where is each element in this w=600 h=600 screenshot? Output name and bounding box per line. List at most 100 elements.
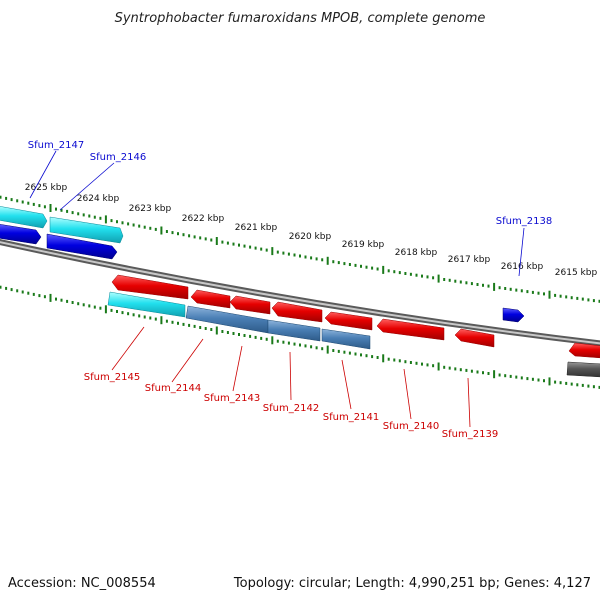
- gene-red-rev-7[interactable]: [454, 328, 495, 348]
- minor-tick: [398, 271, 401, 275]
- minor-tick: [16, 289, 19, 293]
- minor-tick: [443, 365, 446, 369]
- minor-tick: [559, 381, 562, 385]
- minor-tick: [348, 263, 351, 266]
- minor-tick: [310, 256, 313, 260]
- minor-tick: [143, 225, 146, 229]
- minor-tick: [376, 267, 379, 271]
- minor-tick: [398, 359, 401, 363]
- minor-tick: [520, 376, 523, 380]
- minor-tick: [138, 224, 141, 228]
- gene-label-sfum-2141[interactable]: Sfum_2141: [323, 412, 379, 423]
- minor-tick: [432, 364, 435, 368]
- minor-tick: [565, 381, 568, 385]
- minor-tick: [165, 319, 168, 323]
- minor-tick: [177, 321, 179, 325]
- minor-tick: [559, 294, 562, 298]
- gene-label-sfum-2138[interactable]: Sfum_2138: [496, 216, 552, 227]
- minor-tick: [454, 279, 457, 283]
- minor-tick: [343, 350, 346, 354]
- minor-tick: [321, 258, 324, 262]
- gene-sfum-2145-box[interactable]: [107, 291, 186, 318]
- minor-tick: [276, 250, 279, 254]
- gene-red-rev-3[interactable]: [229, 295, 271, 315]
- minor-tick: [204, 237, 207, 241]
- minor-tick: [32, 202, 35, 206]
- minor-tick: [393, 270, 396, 274]
- minor-tick: [454, 367, 457, 371]
- minor-tick: [315, 257, 318, 261]
- minor-tick: [432, 276, 435, 280]
- callout-line: [232, 345, 243, 392]
- gene-red-rev-1[interactable]: [111, 274, 189, 300]
- minor-tick: [576, 296, 579, 300]
- minor-tick: [127, 312, 130, 316]
- gene-label-sfum-2144[interactable]: Sfum_2144: [145, 383, 201, 394]
- minor-tick: [260, 336, 263, 340]
- minor-tick: [393, 358, 396, 362]
- major-tick: [326, 256, 329, 265]
- major-tick: [493, 370, 496, 379]
- gene-label-sfum-2146[interactable]: Sfum_2146: [90, 152, 146, 163]
- minor-tick: [238, 333, 240, 336]
- minor-tick: [55, 297, 57, 301]
- minor-tick: [465, 368, 468, 372]
- gene-sfum-2138[interactable]: [502, 307, 525, 323]
- ruler-label: 2619 kbp: [342, 240, 385, 250]
- minor-tick: [93, 305, 96, 309]
- gene-label-sfum-2147[interactable]: Sfum_2147: [28, 140, 84, 151]
- gene-label-sfum-2142[interactable]: Sfum_2142: [263, 403, 319, 414]
- gene-gray-rev-1[interactable]: [566, 361, 600, 378]
- forward-ruler-ticks: [0, 195, 600, 303]
- minor-tick: [587, 384, 590, 388]
- gene-red-rev-5[interactable]: [324, 311, 373, 331]
- minor-tick: [60, 208, 63, 212]
- gene-steel-rev-3[interactable]: [321, 328, 371, 350]
- minor-tick: [265, 248, 268, 252]
- minor-tick: [365, 265, 368, 269]
- topology-summary: Topology: circular; Length: 4,990,251 bp…: [233, 576, 591, 591]
- gene-label-sfum-2143[interactable]: Sfum_2143: [204, 393, 260, 404]
- callout-line: [59, 162, 115, 211]
- callout-line: [289, 351, 292, 401]
- major-tick: [49, 204, 52, 212]
- minor-tick: [154, 227, 157, 231]
- minor-tick: [404, 360, 407, 364]
- minor-tick: [587, 298, 590, 302]
- gene-blue-fwd-2[interactable]: [46, 233, 118, 260]
- gene-label-sfum-2139[interactable]: Sfum_2139: [442, 429, 498, 440]
- minor-tick: [38, 204, 41, 208]
- minor-tick: [10, 288, 13, 292]
- minor-tick: [226, 241, 229, 245]
- gene-sfum-2146[interactable]: [49, 216, 124, 244]
- gene-label-sfum-2145[interactable]: Sfum_2145: [84, 372, 140, 383]
- ruler-label: 2625 kbp: [25, 183, 68, 193]
- gene-blue-fwd-1[interactable]: [0, 224, 42, 245]
- minor-tick: [443, 278, 446, 281]
- minor-tick: [27, 291, 30, 295]
- minor-tick: [254, 335, 257, 339]
- minor-tick: [182, 322, 185, 326]
- minor-tick: [32, 292, 35, 296]
- minor-tick: [543, 292, 545, 296]
- minor-tick: [554, 293, 557, 297]
- minor-tick: [143, 315, 146, 319]
- minor-tick: [337, 349, 340, 353]
- gene-red-rev-2[interactable]: [190, 289, 231, 309]
- minor-tick: [343, 262, 346, 266]
- minor-tick: [592, 385, 595, 389]
- major-tick: [104, 215, 107, 224]
- gene-red-rev-4[interactable]: [271, 301, 323, 323]
- gene-red-rev-8[interactable]: [568, 342, 600, 359]
- gene-red-rev-6[interactable]: [376, 318, 445, 341]
- minor-tick: [570, 382, 573, 386]
- minor-tick: [293, 342, 296, 346]
- gene-sfum-2147[interactable]: [0, 206, 48, 229]
- minor-tick: [238, 243, 240, 247]
- gene-label-sfum-2140[interactable]: Sfum_2140: [383, 421, 439, 432]
- minor-tick: [99, 216, 102, 220]
- minor-tick: [287, 252, 290, 256]
- minor-tick: [127, 222, 130, 226]
- gene-steel-rev-2[interactable]: [267, 319, 321, 342]
